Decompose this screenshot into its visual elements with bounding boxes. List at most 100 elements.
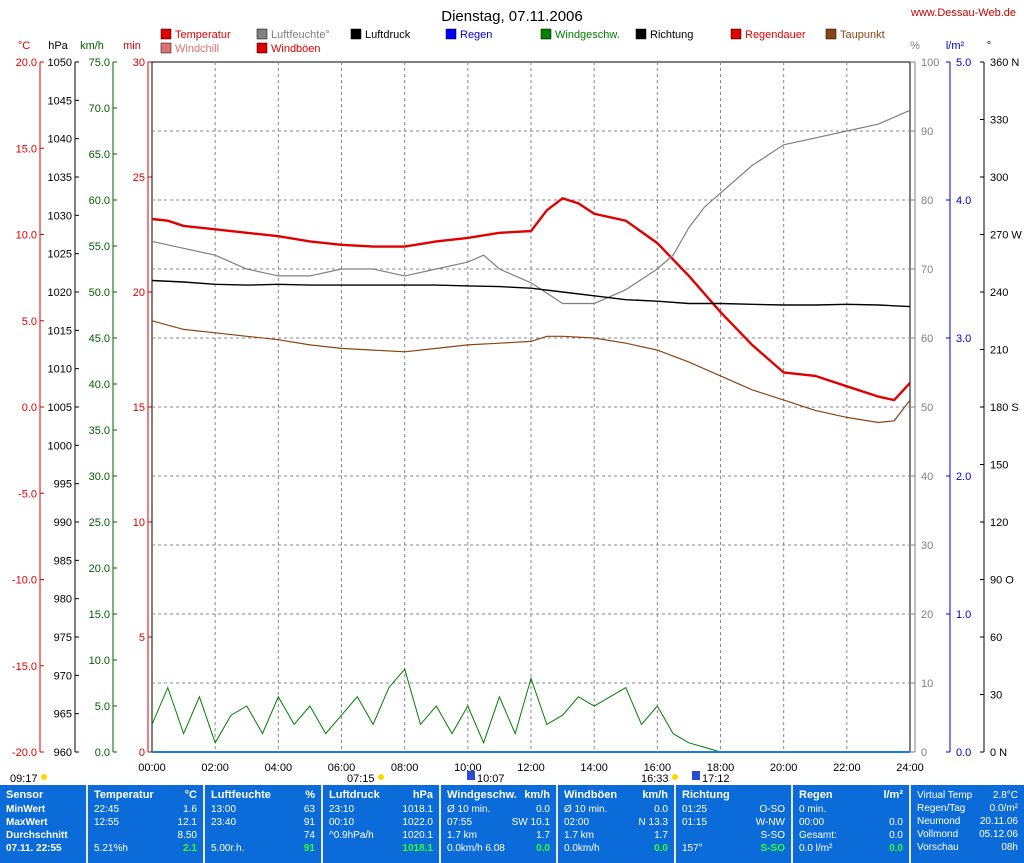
axis-tick-label: 10.0 — [16, 230, 37, 242]
axis-tick-label: 150 — [990, 460, 1008, 472]
axis-tick-label: 1025 — [48, 249, 72, 261]
axis-unit: hPa — [48, 40, 68, 52]
cell: 0.0 — [889, 843, 903, 854]
cell: 0.0 — [536, 804, 550, 815]
axis-tick-label: 975 — [54, 632, 72, 644]
legend: Temperatur Windchill Luftfeuchte° Windböen L… — [160, 28, 885, 55]
axis-tick-label: 5.0 — [956, 57, 971, 69]
cell: 05.12.06 — [979, 829, 1018, 840]
cell: S-SO — [760, 843, 785, 854]
wind-header: Windgeschw. — [447, 789, 517, 801]
time-tick-label: 00:00 — [138, 762, 166, 774]
legend-label: Windböen — [271, 43, 321, 55]
axis-tick-label: 15.0 — [16, 143, 37, 155]
cell: 12:55 — [94, 817, 120, 828]
cell: 00:00 — [799, 817, 825, 828]
cell: 12.1 — [177, 817, 197, 828]
sunset-label: 16:33 — [641, 773, 669, 785]
site-link[interactable]: www.Dessau-Web.de — [910, 7, 1016, 19]
axes: °C 20.0 15.0 10.0 5.0 0.0 -5.0 -10.0 -15.0 -20.0 h… — [12, 40, 1022, 759]
axis-tick-label: 4.0 — [956, 195, 971, 207]
axis-tick-label: 0.0 — [95, 747, 110, 759]
weather-chart: Dienstag, 07.11.2006 www.Dessau-Web.de T… — [10, 7, 1022, 785]
press-header: Luftdruck — [329, 789, 380, 801]
cell: 20.11.06 — [979, 816, 1018, 827]
axis-unit: km/h — [80, 40, 104, 52]
legend-swatch — [635, 28, 647, 40]
cell: 91 — [303, 843, 315, 854]
axis-tick-label: 330 — [990, 115, 1008, 127]
axis-tick-label: 0 — [921, 747, 927, 759]
moon-transit-icon — [467, 771, 475, 780]
axis-tick-label: 40 — [921, 471, 933, 483]
cell: 02:00 — [564, 817, 590, 828]
axis-tick-label: 0.0 — [22, 402, 37, 414]
legend-label: Windgeschw. — [555, 29, 620, 41]
cell: 2.1 — [183, 843, 197, 854]
sensor-header: Sensor — [6, 789, 44, 801]
cell: Vollmond — [917, 829, 959, 840]
axis-tick-label: 80 — [921, 195, 933, 207]
axis-tick-label: -10.0 — [12, 575, 37, 587]
table-rain: Regen l/m² 0 min. 00:00 0.0 Gesamt: 0.0 0.0… — [793, 785, 911, 863]
cell: 8.50 — [177, 830, 197, 841]
gust-header: Windböen — [564, 789, 618, 801]
axis-tick-label: 1045 — [48, 95, 72, 107]
axis-tick-label: 100 — [921, 57, 939, 69]
legend-swatch — [540, 28, 552, 40]
axis-tick-label: 20.0 — [89, 563, 110, 575]
grid — [151, 61, 911, 753]
cell: 1.7 — [654, 830, 668, 841]
legend-swatch — [256, 28, 268, 40]
series-luftfeuchte — [151, 109, 911, 305]
cell: Gesamt: — [799, 830, 837, 841]
hum-unit: % — [305, 789, 315, 801]
axis-tick-label: 980 — [54, 594, 72, 606]
axis-tick-label: 40.0 — [89, 379, 110, 391]
series-taupunkt — [151, 320, 911, 424]
axis-tick-label: 970 — [54, 670, 72, 682]
legend-swatch — [256, 42, 268, 54]
cell: 1.7 — [536, 830, 550, 841]
time-tick-label: 12:00 — [517, 762, 545, 774]
axis-tick-label: 25 — [133, 172, 145, 184]
legend-label: Luftfeuchte° — [271, 29, 330, 41]
table-sensor: Sensor MinWert MaxWert Durchschnitt 07.1… — [0, 785, 88, 863]
legend-swatch — [350, 28, 362, 40]
axis-tick-label: 20 — [921, 609, 933, 621]
axis-tick-label: 30 — [990, 690, 1002, 702]
cell: 23:40 — [211, 817, 237, 828]
moonrise-label: 09:17 — [10, 773, 38, 785]
cell: 13:00 — [211, 804, 237, 815]
axis-tick-label: 5.0 — [22, 316, 37, 328]
axis-tick-label: 75.0 — [89, 57, 110, 69]
cell: 157° — [682, 843, 703, 854]
cell: 0.0km/h — [564, 843, 600, 854]
time-tick-label: 16:00 — [644, 762, 672, 774]
cell: 1020.1 — [402, 830, 433, 841]
axis-tick-label: 180 S — [990, 402, 1019, 414]
cell: SW 10.1 — [511, 817, 550, 828]
time-tick-label: 02:00 — [201, 762, 229, 774]
axis-tick-label: 965 — [54, 709, 72, 721]
time-axis: 00:00 02:00 04:00 06:00 08:00 10:00 12:00 14:00… — [138, 762, 924, 774]
sunset-icon — [672, 774, 678, 780]
axis-tick-label: 15 — [133, 402, 145, 414]
cell: 63 — [303, 804, 315, 815]
cell: Vorschau — [917, 842, 959, 853]
legend-swatch — [445, 28, 457, 40]
axis-tick-label: 1030 — [48, 210, 72, 222]
axis-tick-label: 210 — [990, 345, 1008, 357]
axis-tick-label: 360 N — [990, 57, 1019, 69]
cell: 22:45 — [94, 804, 120, 815]
axis-tick-label: 55.0 — [89, 241, 110, 253]
axis-unit: l/m² — [946, 40, 965, 52]
row-label: MaxWert — [6, 817, 48, 828]
series-windgeschw — [151, 668, 721, 753]
cell: 1.7 km — [447, 830, 478, 841]
axis-tick-label: 30 — [133, 57, 145, 69]
axis-tick-label: 1040 — [48, 134, 72, 146]
axis-tick-label: 65.0 — [89, 149, 110, 161]
cell: 1018.1 — [402, 843, 433, 854]
axis-tick-label: 70 — [921, 264, 933, 276]
